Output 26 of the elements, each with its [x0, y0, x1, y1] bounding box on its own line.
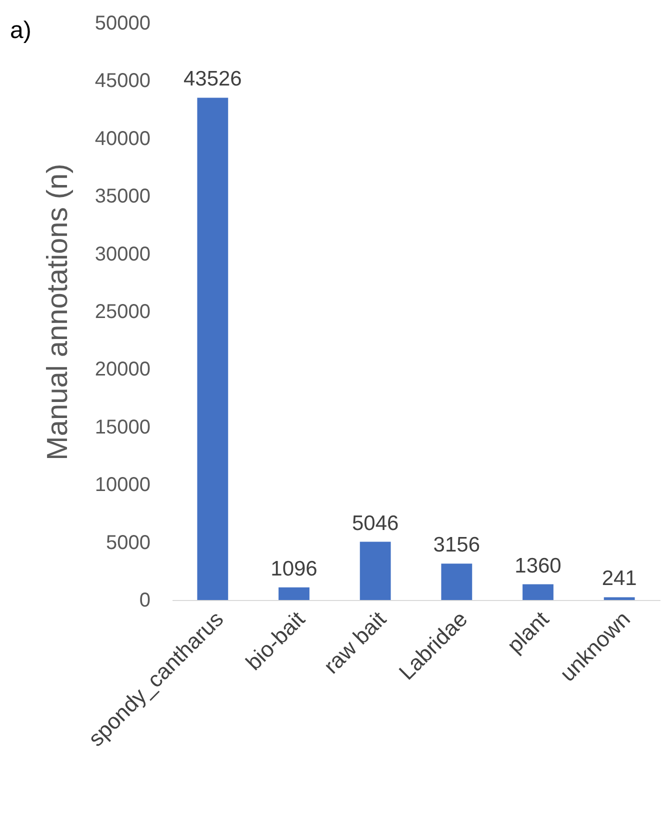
chart-title: a)	[10, 17, 32, 44]
y-tick-label: 15000	[94, 416, 150, 438]
data-label: 43526	[183, 68, 242, 91]
y-tick-label: 35000	[94, 186, 150, 208]
data-label: 241	[602, 567, 637, 590]
bar	[197, 98, 228, 600]
bar	[360, 542, 391, 600]
bar	[441, 564, 472, 600]
bar	[278, 587, 310, 600]
y-tick-label: 20000	[94, 358, 150, 381]
y-tick-label: 0	[139, 590, 150, 612]
data-label: 1096	[270, 557, 318, 580]
x-tick-label: raw bait	[318, 606, 391, 679]
data-label: 5046	[352, 512, 399, 535]
y-axis-title: Manual annotations (n)	[42, 164, 74, 460]
bar	[604, 597, 635, 600]
y-tick-label: 25000	[94, 301, 150, 323]
bar	[522, 584, 554, 600]
data-label: 1360	[514, 554, 562, 578]
y-tick-label: 45000	[94, 70, 150, 92]
y-tick-label: 30000	[94, 243, 150, 266]
data-label: 3156	[433, 534, 480, 557]
y-tick-label: 40000	[94, 128, 150, 150]
y-tick-label: 10000	[94, 474, 150, 496]
y-tick-label: 5000	[106, 532, 150, 554]
y-tick-label: 50000	[94, 12, 150, 34]
